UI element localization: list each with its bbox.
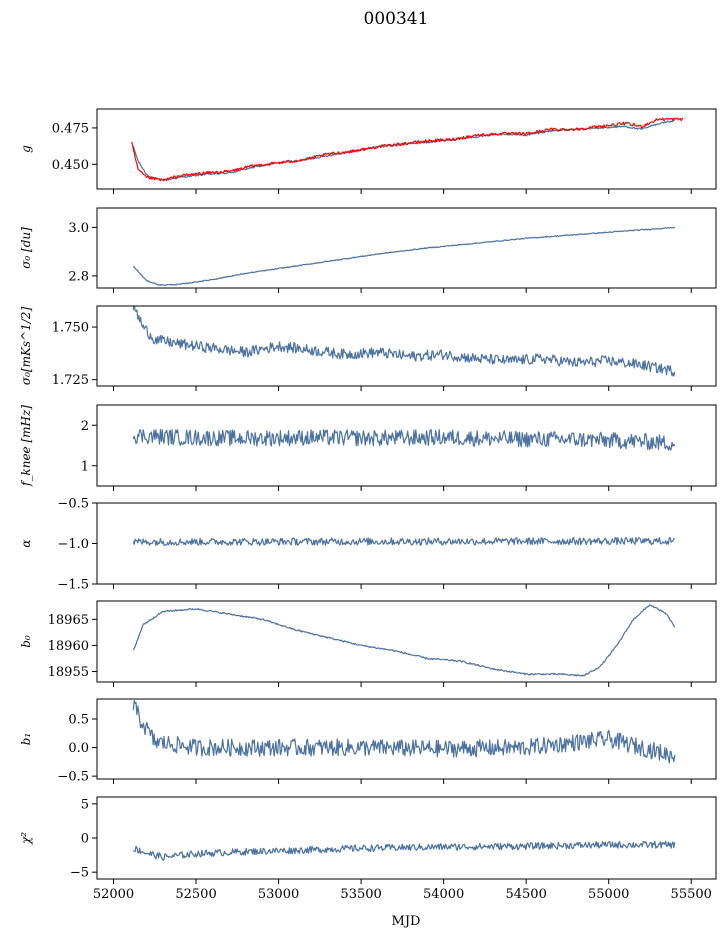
plot-frame-sigma0_mks [96,305,717,387]
y-axis-label-b0: b₀ [19,635,33,648]
series-line-g-0 [132,119,675,182]
panel-g: 0.450 0.475 g [19,108,717,194]
y-tick-label-sigma0: 3.0 [68,221,89,236]
series-line-b0-0 [132,604,676,677]
y-tick-label-chi2: 0 [81,832,89,847]
y-tick-label-b1: −0.5 [57,770,89,785]
plot-frame-b0 [96,600,717,683]
y-tick-label-sigma0_mks: 1.750 [52,321,89,336]
y-axis-label-chi2: χ² [19,832,33,845]
panel-b0: 18955 18960 18965 b₀ [19,600,717,687]
series-line-chi2-0 [133,840,676,861]
y-tick-label-g: 0.475 [52,121,89,136]
y-axis-label-g: g [19,145,33,153]
x-tick-label: 53000 [258,887,299,902]
y-axis-label-fknee: f_knee [mHz] [19,405,33,487]
plot-frame-sigma0 [96,207,717,289]
y-tick-label-fknee: 2 [81,419,89,434]
y-tick-label-sigma0_mks: 1.725 [52,373,89,388]
x-axis-label: MJD [392,914,421,929]
plot-frame-fknee [96,404,717,487]
y-tick-label-alpha: −1.0 [57,537,89,552]
series-line-sigma0_mks-0 [132,306,676,377]
x-tick-label: 54500 [505,887,546,902]
x-tick-label: 52500 [175,887,216,902]
plot-frame-chi2 [96,796,717,880]
series-line-fknee-0 [132,428,676,451]
panel-fknee: 1 2 f_knee [mHz] [19,404,717,491]
y-tick-label-alpha: −1.5 [57,578,89,593]
panel-chi2: −5 0 5 52000 52500 53000 53500 54000 54500 55000 5… [19,796,717,902]
y-tick-label-b0: 18965 [48,613,89,628]
y-axis-label-sigma0: σ₀ [du] [19,227,33,269]
y-tick-label-fknee: 1 [81,459,89,474]
panel-alpha: −1.5 −1.0 −0.5 α [19,497,717,593]
x-tick-label: 54000 [423,887,464,902]
y-tick-label-b0: 18955 [48,665,89,680]
y-tick-label-b0: 18960 [48,639,89,654]
figure-title: 000341 [364,9,429,29]
x-tick-label: 55500 [671,887,712,902]
y-tick-label-chi2: 5 [81,797,89,812]
panel-sigma0_mks: 1.725 1.750 σ₀[mKs^1/2] [19,305,717,391]
plot-frame-g [96,108,717,190]
plot-frame-b1 [96,698,717,780]
x-tick-label: 53500 [340,887,381,902]
panel-b1: −0.5 0.0 0.5 b₁ [19,698,717,785]
panel-sigma0: 2.8 3.0 σ₀ [du] [19,207,717,293]
y-tick-label-g: 0.450 [52,158,89,173]
y-tick-label-sigma0: 2.8 [68,269,89,284]
y-tick-label-b1: 0.0 [68,741,89,756]
x-tick-label: 52000 [93,887,134,902]
series-line-alpha-0 [132,536,675,547]
y-tick-label-alpha: −0.5 [57,497,89,512]
y-tick-label-b1: 0.5 [68,713,89,728]
y-tick-label-chi2: −5 [70,866,89,881]
x-tick-label: 55000 [588,887,629,902]
y-axis-label-alpha: α [19,539,33,547]
series-line-b1-0 [132,700,676,764]
series-line-sigma0-0 [132,226,676,287]
y-axis-label-b1: b₁ [19,733,33,746]
y-axis-label-sigma0_mks: σ₀[mKs^1/2] [19,307,33,386]
series-line-g-1 [131,117,684,182]
panels: 0.450 0.475 g 2.8 3.0 σ₀ [du] 1.725 1.750 σ₀[mKs… [19,108,717,902]
